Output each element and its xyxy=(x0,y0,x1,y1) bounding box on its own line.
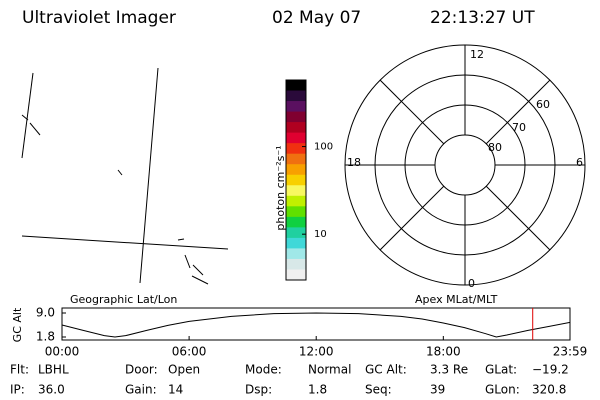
mlt-label: 6 xyxy=(576,156,583,169)
status-value: 320.8 xyxy=(532,383,566,397)
colorbar-swatch xyxy=(286,164,306,176)
altitude-plot: 9.0 1.800:00 06:00 12:00 18:00 23:59 xyxy=(36,306,587,359)
time: 22:13:27 UT xyxy=(430,8,535,28)
status-label: Mode: xyxy=(245,363,282,377)
lat-label: 70 xyxy=(512,121,526,134)
y-tick-label: 1.8 xyxy=(36,330,55,344)
polar-grid xyxy=(344,44,586,286)
status-value: 14 xyxy=(168,383,183,397)
x-tick-label: 12:00 xyxy=(299,345,334,359)
x-tick-label: 06:00 xyxy=(172,345,207,359)
status-label: GLon: xyxy=(485,383,520,397)
mlt-label: 18 xyxy=(347,156,361,169)
colorbar-swatch xyxy=(286,174,306,186)
colorbar-label: photon cm⁻²s⁻¹ xyxy=(274,145,287,230)
colorbar-swatch xyxy=(286,90,306,102)
colorbar-tick-label: 10 xyxy=(314,229,327,240)
status-label: GLat: xyxy=(485,363,517,377)
colorbar-swatch xyxy=(286,216,306,228)
colorbar-swatch xyxy=(286,185,306,197)
lat-label: 80 xyxy=(488,141,502,154)
y-axis-label: GC Alt xyxy=(11,307,24,342)
colorbar-swatch xyxy=(286,132,306,144)
status-block: Flt: LBHL Door: Open Mode: Normal GC Alt: 3.3 R… xyxy=(10,363,569,397)
x-tick-label: 18:00 xyxy=(426,345,461,359)
x-tick-label: 00:00 xyxy=(45,345,80,359)
colorbar-swatch xyxy=(286,143,306,155)
status-label: IP: xyxy=(10,383,25,397)
date: 02 May 07 xyxy=(272,8,361,28)
status-value: −19.2 xyxy=(532,363,569,377)
colorbar-swatch xyxy=(286,258,306,270)
colorbar: 10 100 xyxy=(285,79,333,281)
status-value: 39 xyxy=(430,383,445,397)
colorbar-swatch xyxy=(286,153,306,165)
colorbar-swatch xyxy=(286,227,306,239)
status-value: LBHL xyxy=(38,363,69,377)
status-label: Seq: xyxy=(365,383,392,397)
y-tick-label: 9.0 xyxy=(36,306,55,320)
colorbar-swatch xyxy=(286,206,306,218)
polar-label: Apex MLat/MLT xyxy=(415,293,498,306)
colorbar-swatch xyxy=(286,122,306,134)
mlt-label: 12 xyxy=(470,48,484,61)
status-label: Door: xyxy=(125,363,158,377)
lat-label: 60 xyxy=(536,98,550,111)
status-label: Gain: xyxy=(125,383,157,397)
status-value: 36.0 xyxy=(38,383,65,397)
colorbar-swatch xyxy=(286,269,306,281)
status-label: GC Alt: xyxy=(365,363,407,377)
colorbar-frame xyxy=(285,79,307,281)
colorbar-swatch xyxy=(286,80,306,92)
colorbar-swatch xyxy=(286,101,306,113)
status-label: Flt: xyxy=(10,363,29,377)
colorbar-swatch xyxy=(286,195,306,207)
mlt-label: 0 xyxy=(468,277,475,290)
colorbar-swatch xyxy=(286,111,306,123)
x-tick-label: 23:59 xyxy=(553,345,588,359)
colorbar-swatch xyxy=(286,248,306,260)
status-label: Dsp: xyxy=(245,383,272,397)
status-value: Normal xyxy=(308,363,351,377)
status-value: Open xyxy=(168,363,200,377)
status-value: 1.8 xyxy=(308,383,327,397)
status-value: 3.3 Re xyxy=(430,363,468,377)
map-label: Geographic Lat/Lon xyxy=(70,293,177,306)
title: Ultraviolet Imager xyxy=(22,8,176,28)
colorbar-tick-label: 100 xyxy=(314,142,333,153)
altitude-line xyxy=(61,312,571,338)
map-lines xyxy=(21,67,229,285)
colorbar-swatch xyxy=(286,237,306,249)
